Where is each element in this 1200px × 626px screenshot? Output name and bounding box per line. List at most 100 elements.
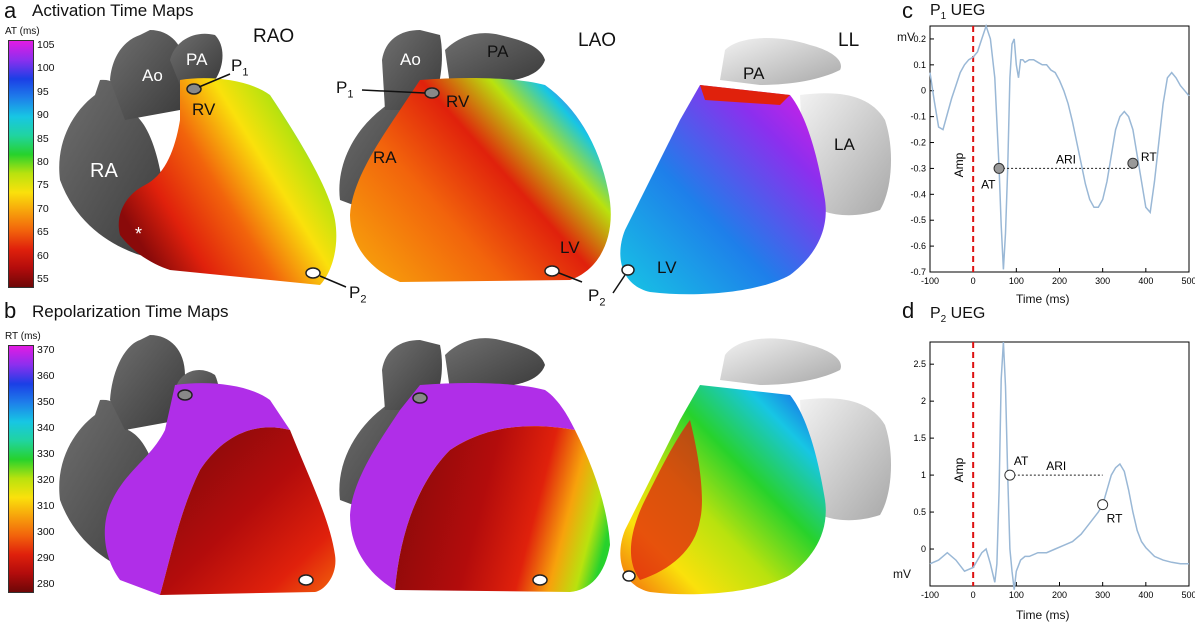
ueg-signal-line (929, 341, 1189, 590)
rao-p2-marker (305, 267, 321, 279)
rao-ao-shape (110, 30, 185, 120)
rao-pa-label: PA (186, 50, 208, 69)
x-tick-label: 200 (1052, 276, 1067, 286)
lao-b-pa-shape (445, 338, 545, 390)
panel-a-title: Activation Time Maps (32, 1, 194, 20)
x-tick-label: 0 (971, 590, 976, 600)
lao-p2-leader (558, 272, 583, 283)
rao-myocardium (118, 78, 337, 285)
ll-b-red-wedge (630, 420, 702, 580)
at-colorbar-tick: 65 (37, 226, 49, 239)
at-colorbar-tick: 60 (37, 249, 49, 262)
at-colorbar-tick: 85 (37, 132, 49, 145)
rao-p2-label: P2 (349, 283, 367, 306)
rt-marker (1127, 157, 1139, 169)
ll-myocardium (620, 85, 826, 295)
rao-b-purple-region (104, 383, 290, 595)
rao-activation-map (59, 30, 337, 285)
rao-repolarization-map (59, 335, 336, 595)
at-colorbar-tick: 70 (37, 202, 49, 215)
panel-d-letter: d (902, 298, 915, 323)
at-label: AT (981, 177, 996, 191)
rt-label: RT (1107, 512, 1123, 526)
y-tick-label: -0.5 (910, 215, 926, 225)
ll-activation-map (620, 38, 892, 295)
ll-la-label: LA (834, 135, 855, 154)
ll-b-pa-shape (720, 338, 841, 385)
rao-p1-marker (186, 83, 202, 95)
panel-d-xlabel: Time (ms) (1016, 608, 1070, 622)
ll-lv-label: LV (657, 258, 677, 277)
amp-label: Amp (952, 457, 966, 482)
lao-p1-marker (424, 87, 440, 99)
rt-colorbar-tick: 360 (37, 370, 55, 382)
lao-ra-label: RA (373, 148, 397, 167)
at-label: AT (1014, 454, 1029, 468)
p2-ueg-chart: -100 0 100 200 300 400 500 2.5 2 1.5 1 0.5 0 Amp AT ARI… (913, 341, 1195, 600)
lao-b-purple-region (350, 382, 575, 590)
rao-ao-label: Ao (142, 66, 163, 85)
ari-label: ARI (1046, 459, 1066, 473)
rao-p1-label: P1 (231, 56, 249, 79)
ll-pa-label: PA (743, 64, 765, 83)
y-tick-label: -0.3 (910, 163, 926, 173)
ll-pa-shape (720, 38, 841, 85)
rt-colorbar-tick: 370 (37, 344, 55, 356)
x-tick-label: 300 (1095, 276, 1110, 286)
x-tick-label: 100 (1009, 276, 1024, 286)
rt-colorbar-tick: 320 (37, 474, 55, 486)
y-tick-label: -0.7 (910, 267, 926, 277)
ll-view-label: LL (838, 30, 860, 51)
panel-d-ylabel: mV (893, 567, 911, 581)
p1-ueg-chart: -100 0 100 200 300 400 500 0.2 0.1 0 -0.1 -0.2 -0.3 -… (910, 23, 1195, 286)
rao-p2-leader (319, 275, 347, 288)
x-tick-label: 400 (1138, 276, 1153, 286)
lao-view-label: LAO (578, 30, 617, 51)
plot-frame (929, 25, 1190, 273)
at-colorbar-tick: 75 (37, 179, 49, 192)
y-tick-label: 2.5 (913, 359, 926, 369)
rao-p1-leader (198, 73, 231, 88)
panel-c-xlabel: Time (ms) (1016, 292, 1070, 306)
panel-b-title: Repolarization Time Maps (32, 302, 229, 321)
ll-red-base (700, 85, 790, 105)
at-colorbar (8, 40, 34, 288)
panel-c-title: P1 UEG (930, 2, 986, 23)
rt-marker (1097, 499, 1109, 511)
lao-lv-label: LV (560, 238, 580, 257)
ueg-signal-line (929, 23, 1190, 270)
lao-ao-label: Ao (400, 50, 421, 69)
x-tick-label: 400 (1138, 590, 1153, 600)
x-tick-label: 200 (1052, 590, 1067, 600)
at-colorbar-tick: 55 (37, 273, 49, 285)
rt-colorbar-tick: 290 (37, 552, 55, 564)
y-tick-label: -0.4 (910, 189, 926, 199)
y-tick-label: -0.1 (910, 112, 926, 122)
ari-label: ARI (1056, 152, 1076, 166)
lao-b-red-region (395, 426, 610, 592)
rt-colorbar-tick: 310 (37, 500, 55, 512)
ll-b-p2-marker (622, 570, 636, 582)
lao-activation-map (339, 30, 611, 282)
rao-b-ao-shape (110, 335, 185, 430)
lao-repolarization-map (339, 338, 610, 592)
y-tick-label: 0 (921, 544, 926, 554)
rao-view-label: RAO (253, 26, 295, 47)
rt-label: RT (1141, 150, 1157, 164)
at-colorbar-tick: 80 (37, 156, 49, 168)
electrode-markers (177, 73, 636, 586)
rt-colorbar-tick: 300 (37, 526, 55, 538)
lao-myocardium (350, 77, 611, 282)
ll-la-shape (800, 93, 892, 216)
rt-colorbar-tick: 340 (37, 422, 55, 434)
rt-colorbar-label: RT (ms) (5, 331, 41, 342)
ll-p2-marker (621, 264, 635, 276)
lao-pa-shape (445, 33, 545, 85)
panel-b-letter: b (4, 298, 17, 323)
x-tick-label: 100 (1009, 590, 1024, 600)
at-colorbar-tick: 105 (37, 39, 55, 51)
panel-c-ylabel: mV (897, 30, 915, 44)
y-tick-label: 1.5 (913, 433, 926, 443)
rao-pa-shape (170, 33, 223, 85)
